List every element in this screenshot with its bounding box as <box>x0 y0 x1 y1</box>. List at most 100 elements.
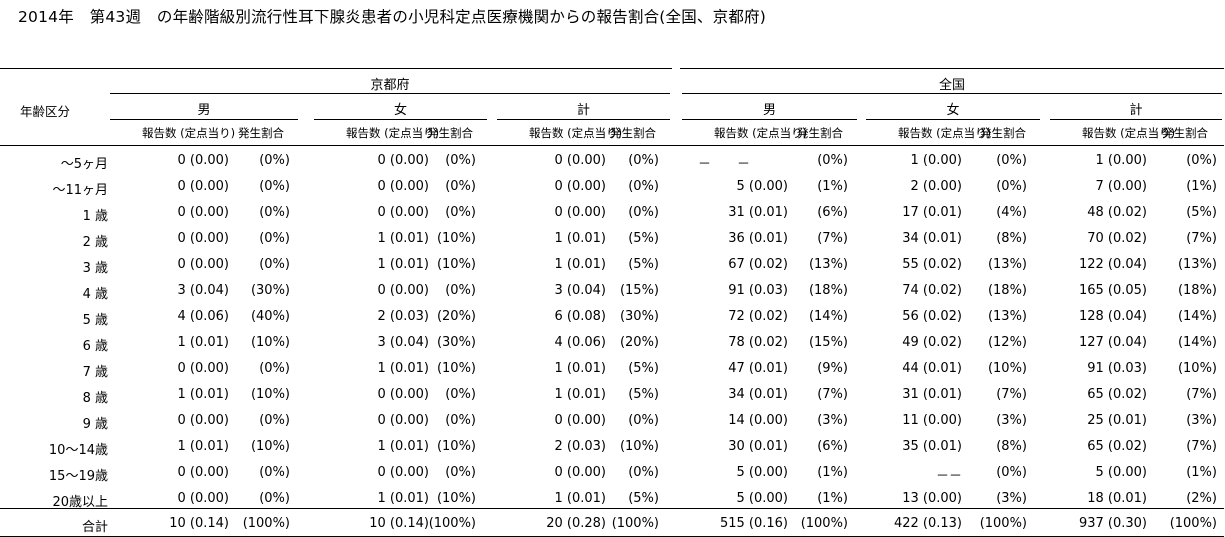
report-count-cell: 67 (0.02) <box>728 257 788 272</box>
ratio-column-header: 発生割合 <box>1162 126 1208 140</box>
report-count-cell: 4 (0.06) <box>177 309 230 324</box>
ratio-cell: (0%) <box>628 205 659 220</box>
report-count-cell: 5 (0.00) <box>1095 465 1148 480</box>
report-count-cell: 1 (0.01) <box>377 439 430 454</box>
total-row-age: 合計 <box>81 520 108 535</box>
report-count-cell: －－ <box>935 469 962 484</box>
report-count-cell: 31 (0.01) <box>728 205 788 220</box>
ratio-cell: (1%) <box>817 179 848 194</box>
ratio-column-header: 発生割合 <box>238 126 284 140</box>
table-row-age: ～5ヶ月 <box>60 157 108 172</box>
ratio-cell: (0%) <box>445 179 476 194</box>
report-count-cell: 0 (0.00) <box>177 205 230 220</box>
rule-sex-5 <box>1050 119 1222 120</box>
ratio-cell: (0%) <box>259 205 290 220</box>
ratio-cell: (5%) <box>628 361 659 376</box>
ratio-cell: (0%) <box>445 153 476 168</box>
report-count-cell: 55 (0.02) <box>902 257 962 272</box>
ratio-cell: (0%) <box>1186 153 1217 168</box>
ratio-cell: (100%) <box>428 516 476 531</box>
ratio-cell: (0%) <box>259 231 290 246</box>
ratio-cell: (7%) <box>1186 439 1217 454</box>
report-count-cell: 0 (0.00) <box>377 387 430 402</box>
table-row-age: ～11ヶ月 <box>52 183 108 198</box>
ratio-cell: (5%) <box>628 231 659 246</box>
ratio-cell: (0%) <box>628 465 659 480</box>
rule-sex-0 <box>110 119 298 120</box>
report-count-cell: 47 (0.01) <box>728 361 788 376</box>
rule-top-national <box>680 68 1224 69</box>
report-count-cell: 0 (0.00) <box>177 153 230 168</box>
ratio-cell: (0%) <box>628 413 659 428</box>
ratio-cell: (10%) <box>619 439 659 454</box>
ratio-cell: (10%) <box>436 361 476 376</box>
report-count-cell: 35 (0.01) <box>902 439 962 454</box>
report-count-cell: 0 (0.00) <box>377 179 430 194</box>
rule-total-top <box>0 508 1224 509</box>
rule-region-0 <box>110 93 670 94</box>
table-row-age: 4 歳 <box>82 287 108 302</box>
report-count-cell: 31 (0.01) <box>902 387 962 402</box>
sex-header: 男 <box>762 103 776 118</box>
ratio-cell: (0%) <box>259 153 290 168</box>
ratio-cell: (3%) <box>1186 413 1217 428</box>
sex-header: 計 <box>1129 103 1143 118</box>
ratio-cell: (0%) <box>445 205 476 220</box>
ratio-cell: (1%) <box>817 465 848 480</box>
report-count-cell: 0 (0.00) <box>377 205 430 220</box>
table-row-age: 8 歳 <box>82 391 108 406</box>
report-count-cell: 10 (0.14) <box>369 516 429 531</box>
ratio-cell: (0%) <box>445 283 476 298</box>
table-row-age: 6 歳 <box>82 339 108 354</box>
ratio-cell: (2%) <box>1186 491 1217 506</box>
report-count-cell: 1 (0.01) <box>377 361 430 376</box>
ratio-cell: (14%) <box>808 309 848 324</box>
ratio-cell: (0%) <box>259 257 290 272</box>
report-count-cell: 44 (0.01) <box>902 361 962 376</box>
ratio-cell: (0%) <box>817 153 848 168</box>
report-count-cell: 1 (0.00) <box>1095 153 1148 168</box>
report-count-cell: 56 (0.02) <box>902 309 962 324</box>
report-count-cell: 14 (0.00) <box>728 413 788 428</box>
ratio-cell: (7%) <box>817 387 848 402</box>
report-count-cell: 3 (0.04) <box>177 283 230 298</box>
ratio-cell: (10%) <box>250 335 290 350</box>
report-count-cell: 36 (0.01) <box>728 231 788 246</box>
report-count-cell: 78 (0.02) <box>728 335 788 350</box>
report-count-cell: 0 (0.00) <box>554 179 607 194</box>
report-count-cell: 1 (0.01) <box>377 257 430 272</box>
report-count-cell: 1 (0.01) <box>554 491 607 506</box>
ratio-cell: (0%) <box>628 179 659 194</box>
ratio-cell: (8%) <box>996 231 1027 246</box>
report-count-cell: 91 (0.03) <box>1087 361 1147 376</box>
ratio-cell: (18%) <box>987 283 1027 298</box>
ratio-cell: (10%) <box>250 387 290 402</box>
report-count-cell: 0 (0.00) <box>177 465 230 480</box>
table-row-age: 1 歳 <box>82 209 108 224</box>
sex-header: 男 <box>197 103 211 118</box>
table-row-age: 15～19歳 <box>48 469 108 484</box>
ratio-cell: (7%) <box>996 387 1027 402</box>
ratio-cell: (20%) <box>436 309 476 324</box>
report-count-cell: 1 (0.01) <box>554 387 607 402</box>
ratio-cell: (14%) <box>1177 309 1217 324</box>
table-row-age: 20歳以上 <box>52 495 108 510</box>
ratio-cell: (9%) <box>817 361 848 376</box>
report-count-cell: 0 (0.00) <box>554 205 607 220</box>
report-count-cell: 6 (0.08) <box>554 309 607 324</box>
reports-column-header: 報告数 (定点当り) <box>346 126 440 140</box>
ratio-cell: (0%) <box>996 153 1027 168</box>
ratio-cell: (5%) <box>628 257 659 272</box>
ratio-cell: (12%) <box>987 335 1027 350</box>
report-count-cell: 128 (0.04) <box>1078 309 1147 324</box>
ratio-cell: (100%) <box>800 516 848 531</box>
ratio-cell: (0%) <box>445 465 476 480</box>
ratio-column-header: 発生割合 <box>797 126 843 140</box>
ratio-cell: (7%) <box>1186 231 1217 246</box>
report-count-cell: 13 (0.00) <box>902 491 962 506</box>
ratio-cell: (6%) <box>817 205 848 220</box>
ratio-cell: (10%) <box>250 439 290 454</box>
report-count-cell: 1 (0.01) <box>377 231 430 246</box>
ratio-cell: (0%) <box>259 465 290 480</box>
sex-header: 計 <box>576 103 590 118</box>
